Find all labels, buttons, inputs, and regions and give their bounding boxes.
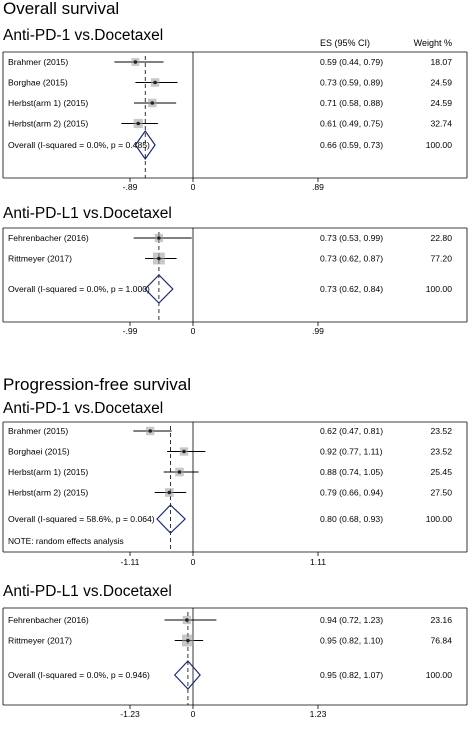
study-point-estimate — [182, 449, 186, 454]
overall-es-ci: 0.73 (0.62, 0.84) — [320, 284, 383, 294]
study-weight: 22.80 — [430, 233, 452, 243]
x-tick-label: .99 — [312, 326, 324, 336]
study-point-estimate — [185, 618, 189, 622]
study-es-ci: 0.71 (0.58, 0.88) — [320, 98, 383, 108]
overall-label: Overall (I-squared = 0.0%, p = 0.485) — [8, 140, 150, 150]
overall-weight: 100.00 — [426, 284, 453, 294]
x-tick-label: -1.23 — [120, 709, 140, 719]
x-tick-label: -.99 — [123, 326, 138, 336]
study-weight: 27.50 — [430, 488, 452, 498]
overall-diamond — [173, 660, 201, 690]
study-label: Fehrenbacher (2016) — [8, 233, 89, 243]
study-es-ci: 0.95 (0.82, 1.10) — [320, 636, 383, 646]
overall-es-ci: 0.80 (0.68, 0.93) — [320, 514, 383, 524]
x-tick-label: 0 — [191, 182, 196, 192]
overall-label: Overall (I-squared = 58.6%, p = 0.064) — [8, 514, 155, 524]
study-point-estimate — [177, 470, 182, 474]
x-tick-label: 0 — [191, 326, 196, 336]
study-point-estimate — [157, 256, 161, 261]
overall-weight: 100.00 — [426, 670, 453, 680]
overall-weight: 100.00 — [426, 514, 453, 524]
study-label: Borghae (2015) — [8, 78, 68, 88]
study-label: Herbst(arm 1) (2015) — [8, 467, 88, 477]
overall-weight: 100.00 — [426, 140, 453, 150]
study-label: Herbst(arm 2) (2015) — [8, 488, 88, 498]
study-label: Fehrenbacher (2016) — [8, 615, 89, 625]
study-point-estimate — [150, 101, 155, 105]
study-point-estimate — [136, 121, 141, 126]
study-point-estimate — [186, 638, 190, 643]
study-es-ci: 0.73 (0.53, 0.99) — [320, 233, 383, 243]
overall-label: Overall (I-squared = 0.0%, p = 0.946) — [8, 670, 150, 680]
x-tick-label: 0 — [191, 557, 196, 567]
study-weight: 76.84 — [430, 636, 452, 646]
study-label: Rittmeyer (2017) — [8, 636, 72, 646]
panel-subtitle: Anti-PD-L1 vs.Docetaxel — [3, 205, 172, 222]
study-point-estimate — [153, 80, 157, 85]
x-tick-label: 1.11 — [310, 557, 326, 567]
study-weight: 24.59 — [430, 98, 452, 108]
study-label: Brahmer (2015) — [8, 57, 68, 67]
study-label: Herbst(arm 1) (2015) — [8, 98, 88, 108]
study-label: Brahmer (2015) — [8, 426, 68, 436]
study-point-estimate — [167, 490, 172, 495]
study-es-ci: 0.79 (0.66, 0.94) — [320, 488, 383, 498]
study-label: Rittmeyer (2017) — [8, 254, 72, 264]
x-tick-label: 1.23 — [310, 709, 327, 719]
overall-label: Overall (I-squared = 0.0%, p = 1.000) — [8, 284, 150, 294]
study-es-ci: 0.62 (0.47, 0.81) — [320, 426, 383, 436]
es-column-header: ES (95% CI) — [320, 38, 370, 48]
section-title: Overall survival — [3, 0, 119, 18]
study-label: Herbst(arm 2) (2015) — [8, 119, 88, 129]
overall-es-ci: 0.95 (0.82, 1.07) — [320, 670, 383, 680]
study-es-ci: 0.61 (0.49, 0.75) — [320, 119, 383, 129]
x-tick-label: -1.11 — [121, 557, 140, 567]
study-point-estimate — [133, 60, 138, 64]
overall-diamond — [144, 274, 174, 304]
study-es-ci: 0.73 (0.62, 0.87) — [320, 254, 383, 264]
study-weight: 25.45 — [430, 467, 452, 477]
study-weight: 77.20 — [430, 254, 452, 264]
study-es-ci: 0.73 (0.59, 0.89) — [320, 78, 383, 88]
panel-subtitle: Anti-PD-1 vs.Docetaxel — [3, 27, 163, 44]
study-es-ci: 0.92 (0.77, 1.11) — [320, 447, 383, 457]
x-tick-label: -.89 — [123, 182, 138, 192]
study-weight: 32.74 — [430, 119, 452, 129]
study-label: Borghaei (2015) — [8, 447, 70, 457]
overall-diamond — [134, 129, 156, 161]
study-es-ci: 0.94 (0.72, 1.23) — [320, 615, 383, 625]
study-point-estimate — [157, 236, 161, 240]
study-weight: 23.52 — [430, 426, 452, 436]
study-weight: 23.16 — [430, 615, 452, 625]
study-weight: 23.52 — [430, 447, 452, 457]
panel-subtitle: Anti-PD-L1 vs.Docetaxel — [3, 583, 172, 600]
analysis-note: NOTE: random effects analysis — [8, 536, 124, 546]
weight-column-header: Weight % — [414, 38, 452, 48]
study-point-estimate — [148, 429, 153, 433]
x-tick-label: .89 — [312, 182, 324, 192]
x-tick-label: 0 — [191, 709, 196, 719]
overall-es-ci: 0.66 (0.59, 0.73) — [320, 140, 383, 150]
study-es-ci: 0.59 (0.44, 0.79) — [320, 57, 383, 67]
section-title: Progression-free survival — [3, 375, 191, 394]
study-weight: 18.07 — [430, 57, 452, 67]
panel-subtitle: Anti-PD-1 vs.Docetaxel — [3, 400, 163, 417]
study-weight: 24.59 — [430, 78, 452, 88]
overall-diamond — [156, 504, 186, 534]
study-es-ci: 0.88 (0.74, 1.05) — [320, 467, 383, 477]
